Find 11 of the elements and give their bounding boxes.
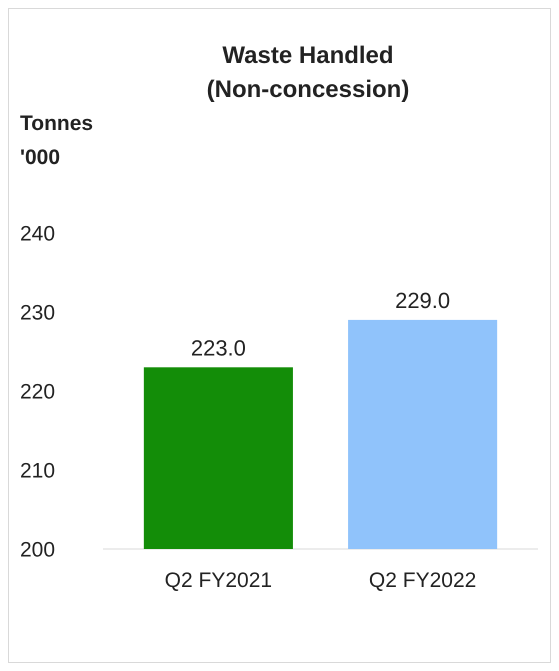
x-tick-label: Q2 FY2022 [368, 569, 476, 592]
y-axis-title: Tonnes '000 [20, 112, 94, 169]
y-tick-label: 240 [20, 222, 56, 246]
y-tick-label: 210 [20, 459, 56, 482]
y-tick-label: 230 [20, 301, 56, 324]
x-tick-label: Q2 FY2021 [164, 569, 272, 592]
chart-title: Waste Handled (Non-concession) [206, 42, 410, 103]
y-tick-label: 200 [20, 538, 56, 562]
y-tick-label: 220 [20, 380, 56, 404]
data-label: 223.0 [190, 335, 246, 360]
data-label: 229.0 [395, 288, 450, 313]
